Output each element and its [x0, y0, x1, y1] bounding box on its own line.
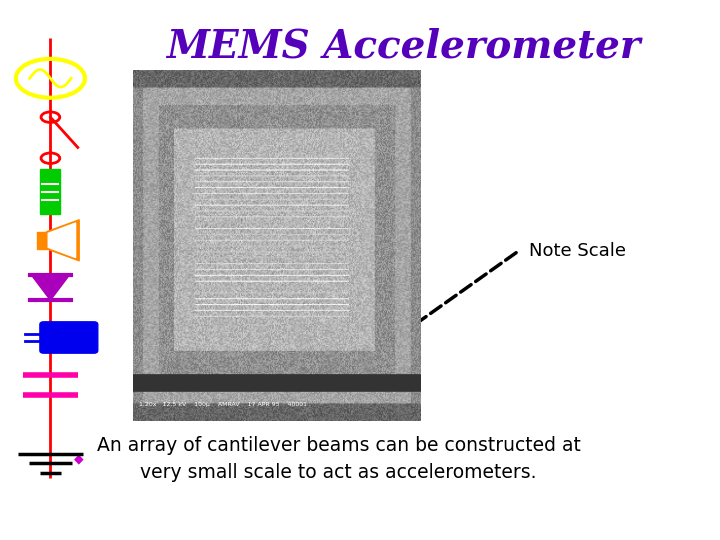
Text: Note Scale: Note Scale [529, 242, 626, 260]
Bar [37, 232, 47, 249]
Text: MEMS Accelerometer: MEMS Accelerometer [166, 27, 640, 65]
Polygon shape [47, 220, 79, 261]
Text: An array of cantilever beams can be constructed at: An array of cantilever beams can be cons… [97, 436, 581, 455]
Polygon shape [48, 223, 76, 258]
FancyBboxPatch shape [40, 322, 98, 353]
Text: very small scale to act as accelerometers.: very small scale to act as accelerometer… [140, 463, 537, 482]
Bar [40, 169, 60, 214]
Text: ◆: ◆ [74, 453, 84, 465]
Text: 1.20x   12.5 kV    100μ    AMRAV    17 APR 95    40001: 1.20x 12.5 kV 100μ AMRAV 17 APR 95 40001 [139, 402, 307, 407]
Polygon shape [32, 275, 69, 300]
